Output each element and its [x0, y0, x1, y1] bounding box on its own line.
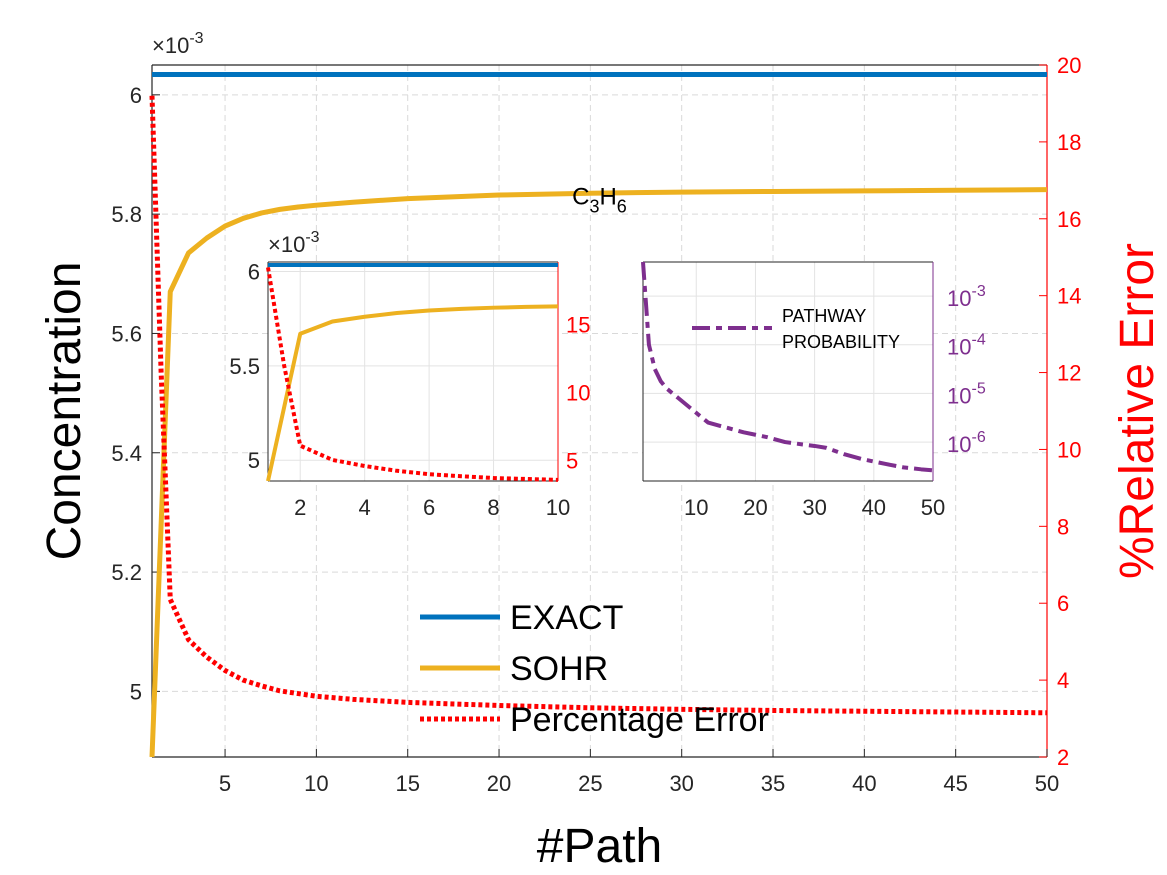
- inset-right-y2-tick-label-base: 10: [947, 286, 971, 311]
- inset-left-x-tick-label: 10: [546, 495, 570, 520]
- main-y2-tick-label: 14: [1057, 284, 1081, 309]
- main-x-tick-label: 20: [487, 771, 511, 796]
- c3h6-annotation: C3H6: [572, 184, 627, 217]
- inset-right-y2-tick-label-exp: -4: [971, 332, 985, 349]
- inset-right-x-tick-label: 10: [684, 495, 708, 520]
- main-x-tick-label: 40: [852, 771, 876, 796]
- inset-left-background: [268, 262, 558, 481]
- main-plot: 5 10 15 20 25 30 35 40 45 5055.25.45.65.862468101…: [38, 30, 1164, 873]
- annotation-sub2: 6: [617, 197, 627, 217]
- inset-right-x-tick-label: 50: [921, 495, 945, 520]
- main-x-tick-label: 30: [669, 771, 693, 796]
- inset-right-y2-tick-label-exp: -6: [971, 429, 985, 446]
- inset-right-y2-tick-label-exp: -5: [971, 380, 985, 397]
- main-y-tick-label: 5.4: [111, 441, 142, 466]
- inset-left-y2-tick-label: 10: [566, 381, 590, 406]
- inset-right-y2-tick-label-exp: -3: [971, 283, 985, 300]
- inset-left-y2-tick-label: 15: [566, 313, 590, 338]
- inset-right-y2-tick-label: 10-4: [947, 332, 986, 360]
- inset-left-y2-tick-label: 5: [566, 449, 578, 474]
- main-y-tick-label: 5.6: [111, 321, 142, 346]
- main-y-multiplier-base: ×10: [152, 33, 189, 58]
- inset-left-y-tick-label: 6: [248, 259, 260, 284]
- annotation-c: C: [572, 184, 589, 211]
- main-y-tick-label: 5.2: [111, 560, 142, 585]
- main-series-percentage-error: [149, 95, 1048, 716]
- inset-right-x-tick-label: 40: [862, 495, 886, 520]
- annotation-sub1: 3: [589, 197, 599, 217]
- main-y-tick-label: 5: [130, 679, 142, 704]
- main-y2-axis-label: %Relative Error: [1111, 243, 1164, 579]
- inset-pathway-probability-plot: 10 20 30 40 5010-310-410-510-6PATHWAYPROBABI…: [641, 261, 986, 520]
- main-y-tick-label: 6: [130, 83, 142, 108]
- main-y-tick-label: 5.8: [111, 202, 142, 227]
- inset-left-x-tick-label: 6: [423, 495, 435, 520]
- main-x-axis-label: #Path: [537, 820, 662, 873]
- legend-label-percentage-error: Percentage Error: [510, 701, 769, 739]
- main-y-multiplier-exp: -3: [189, 30, 203, 47]
- legend-label-exact: EXACT: [510, 599, 623, 637]
- inset-right-x-tick-label: 20: [743, 495, 767, 520]
- inset-right-legend-label-line2: PROBABILITY: [782, 332, 900, 352]
- main-y-multiplier: ×10-3: [152, 30, 204, 58]
- inset-right-background: [643, 262, 933, 481]
- annotation-h: H: [599, 184, 616, 211]
- inset-left-series-2: [266, 267, 559, 482]
- main-y2-tick-label: 4: [1057, 668, 1069, 693]
- main-y2-tick-label: 6: [1057, 591, 1069, 616]
- inset-right-y2-tick-label-base: 10: [947, 383, 971, 408]
- main-y2-tick-label: 18: [1057, 130, 1081, 155]
- inset-left-y-multiplier: ×10-3: [268, 229, 320, 257]
- legend-label-sohr: SOHR: [510, 650, 608, 688]
- inset-left-x-tick-label: 8: [487, 495, 499, 520]
- inset-left-y-multiplier-exp: -3: [305, 229, 319, 246]
- inset-left-x-tick-label: 2: [294, 495, 306, 520]
- main-y2-tick-label: 12: [1057, 361, 1081, 386]
- inset-right-x-tick-label: 30: [802, 495, 826, 520]
- inset-left-y-tick-label: 5.5: [229, 354, 260, 379]
- inset-left-x-tick-label: 4: [359, 495, 371, 520]
- main-y-axis-label: Concentration: [38, 262, 91, 561]
- inset-right-y2-tick-label: 10-3: [947, 283, 986, 311]
- inset-right-y2-tick-label-base: 10: [947, 335, 971, 360]
- main-y2-tick-label: 2: [1057, 745, 1069, 770]
- inset-right-y2-tick-label: 10-5: [947, 380, 986, 408]
- inset-right-y2-tick-label-base: 10: [947, 432, 971, 457]
- inset-concentration-plot: 2 4 6 8 10 5 5.5 6 5 10 15 ×10-3: [229, 229, 590, 520]
- main-x-tick-label: 25: [578, 771, 602, 796]
- main-x-tick-label: 35: [761, 771, 785, 796]
- main-y2-tick-label: 10: [1057, 437, 1081, 462]
- inset-right-series-pathway-probability: [641, 261, 934, 473]
- main-y2-tick-label: 20: [1057, 53, 1081, 78]
- main-x-tick-label: 45: [943, 771, 967, 796]
- inset-left-series-1: [266, 304, 559, 482]
- inset-left-y-multiplier-base: ×10: [268, 232, 305, 257]
- main-y2-tick-label: 8: [1057, 514, 1069, 539]
- main-y2-tick-label: 16: [1057, 207, 1081, 232]
- main-x-tick-label: 15: [395, 771, 419, 796]
- inset-right-legend-label-line1: PATHWAY: [782, 306, 866, 326]
- main-series-sohr: [149, 187, 1048, 758]
- main-x-tick-label: 5: [219, 771, 231, 796]
- main-x-tick-label: 10: [304, 771, 328, 796]
- inset-left-y-tick-label: 5: [248, 448, 260, 473]
- inset-right-y2-tick-label: 10-6: [947, 429, 986, 457]
- main-x-tick-label: 50: [1035, 771, 1059, 796]
